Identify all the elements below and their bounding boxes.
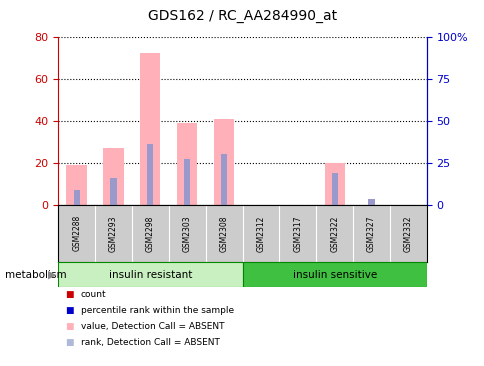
- Text: ■: ■: [65, 339, 74, 347]
- Bar: [331, 173, 337, 205]
- Text: GSM2298: GSM2298: [146, 215, 154, 251]
- Text: insulin sensitive: insulin sensitive: [292, 269, 376, 280]
- Text: GSM2327: GSM2327: [366, 215, 375, 251]
- Text: GSM2322: GSM2322: [330, 215, 338, 251]
- Text: ■: ■: [65, 322, 74, 331]
- Text: GSM2308: GSM2308: [219, 215, 228, 251]
- Bar: [110, 178, 116, 205]
- Bar: [66, 165, 87, 205]
- Text: GSM2288: GSM2288: [72, 215, 81, 251]
- Text: percentile rank within the sample: percentile rank within the sample: [81, 306, 234, 315]
- Bar: [213, 119, 234, 205]
- Text: insulin resistant: insulin resistant: [108, 269, 192, 280]
- Bar: [242, 262, 426, 287]
- Text: ■: ■: [65, 290, 74, 299]
- Text: GSM2317: GSM2317: [293, 215, 302, 251]
- Bar: [58, 262, 242, 287]
- Bar: [184, 159, 190, 205]
- Bar: [177, 123, 197, 205]
- Text: ■: ■: [65, 306, 74, 315]
- Text: value, Detection Call = ABSENT: value, Detection Call = ABSENT: [81, 322, 224, 331]
- Bar: [74, 190, 79, 205]
- Text: GSM2293: GSM2293: [109, 215, 118, 251]
- Bar: [368, 199, 374, 205]
- Text: ▶: ▶: [48, 269, 57, 280]
- Text: metabolism: metabolism: [5, 269, 66, 280]
- Bar: [140, 53, 160, 205]
- Bar: [103, 148, 123, 205]
- Text: GDS162 / RC_AA284990_at: GDS162 / RC_AA284990_at: [148, 9, 336, 23]
- Text: GSM2332: GSM2332: [403, 215, 412, 251]
- Bar: [221, 154, 227, 205]
- Text: GSM2303: GSM2303: [182, 215, 191, 252]
- Text: rank, Detection Call = ABSENT: rank, Detection Call = ABSENT: [81, 339, 219, 347]
- Bar: [147, 144, 153, 205]
- Text: count: count: [81, 290, 106, 299]
- Text: GSM2312: GSM2312: [256, 215, 265, 251]
- Bar: [324, 163, 344, 205]
